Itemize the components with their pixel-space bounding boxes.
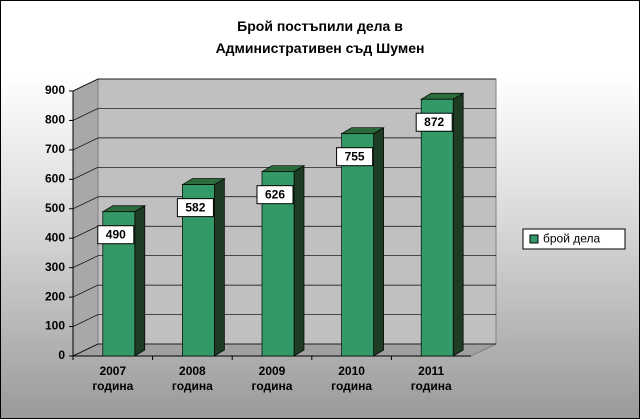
legend-box [522, 228, 626, 250]
grid-line [72, 196, 99, 210]
y-tick-label: 100 [45, 319, 65, 333]
grid-line [72, 284, 99, 298]
grid-line [72, 255, 99, 268]
bar-side [134, 205, 146, 357]
grid-line [72, 137, 99, 151]
bar-side [452, 92, 464, 357]
x-tick-label: 2010 година [331, 364, 373, 393]
y-tick-label: 800 [45, 113, 65, 127]
legend-swatch [529, 234, 539, 244]
legend-label: брой дела [543, 232, 601, 246]
bar-side [373, 127, 384, 357]
value-label-box [336, 147, 374, 167]
value-label: 755 [345, 149, 365, 163]
x-tick-label: 2008 година [171, 364, 213, 393]
value-label: 582 [185, 200, 205, 214]
y-tick-label: 700 [45, 142, 65, 156]
y-tick-label: 600 [45, 172, 65, 186]
grid-line [72, 78, 99, 92]
value-label: 490 [106, 227, 126, 241]
bar-side [293, 165, 305, 357]
grid-line [72, 167, 99, 180]
y-tick-label: 200 [45, 289, 65, 303]
bar [420, 98, 454, 357]
value-label-box [176, 198, 214, 218]
y-tick-label: 900 [45, 83, 65, 97]
grid-line [72, 343, 99, 357]
side-wall [72, 78, 99, 357]
value-label-box [256, 185, 294, 205]
y-tick-label: 300 [45, 260, 65, 274]
grid-line [72, 314, 99, 327]
x-tick-label: 2011 година [410, 364, 452, 393]
grid-line [72, 225, 99, 239]
value-label: 626 [265, 187, 285, 201]
value-label: 872 [424, 115, 444, 129]
bar-side [214, 178, 225, 357]
y-tick-label: 400 [45, 230, 65, 244]
value-label-box [97, 225, 135, 245]
chart-title: Брой постъпили дела в Административен съ… [215, 18, 425, 56]
y-tick-label: 500 [45, 201, 65, 215]
x-tick-label: 2009 година [251, 364, 293, 393]
y-tick-label: 0 [58, 348, 65, 362]
x-tick-label: 2007 година [92, 364, 134, 393]
value-label-box [415, 112, 453, 132]
grid-line [72, 108, 99, 121]
bar [341, 133, 374, 357]
